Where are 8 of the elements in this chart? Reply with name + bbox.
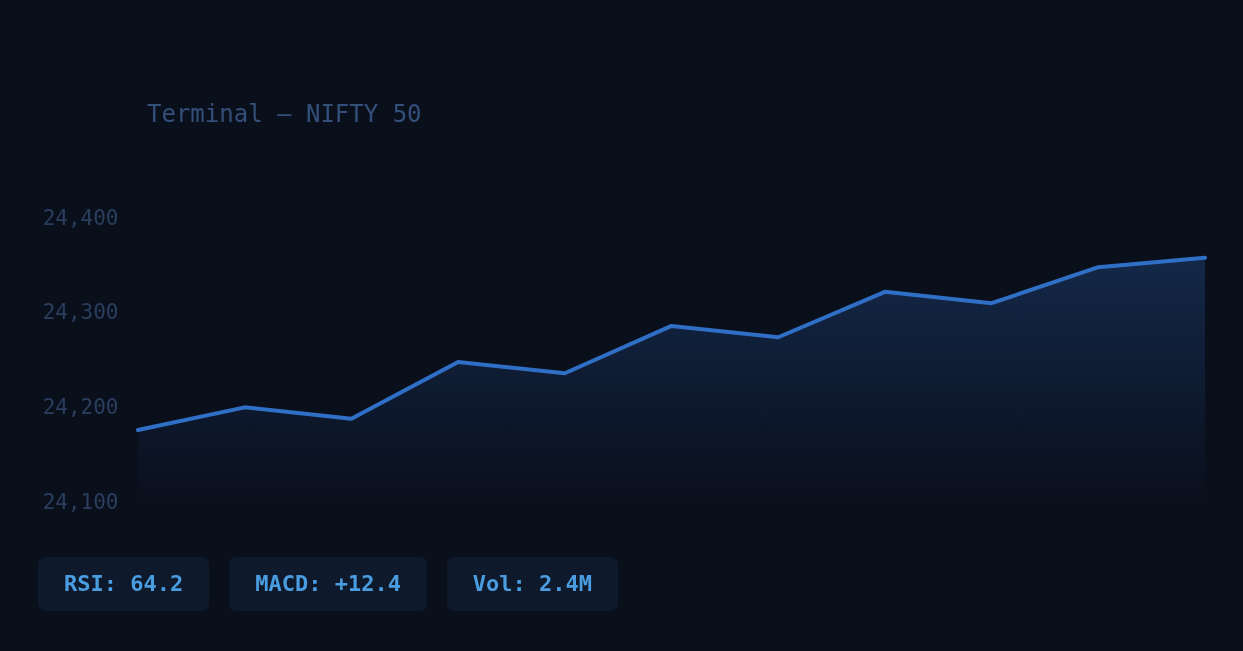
text: Vol: 2.4M [472,571,593,596]
y-tick-label: 24,400 [42,205,119,230]
y-tick-label: 24,200 [42,394,119,419]
y-tick-label: 24,100 [42,489,119,514]
chart-title: Terminal — NIFTY 50 [147,100,422,128]
text: MACD: +12.4 [255,571,401,596]
text: RSI: 64.2 [63,571,184,596]
y-tick-label: 24,300 [42,300,119,325]
